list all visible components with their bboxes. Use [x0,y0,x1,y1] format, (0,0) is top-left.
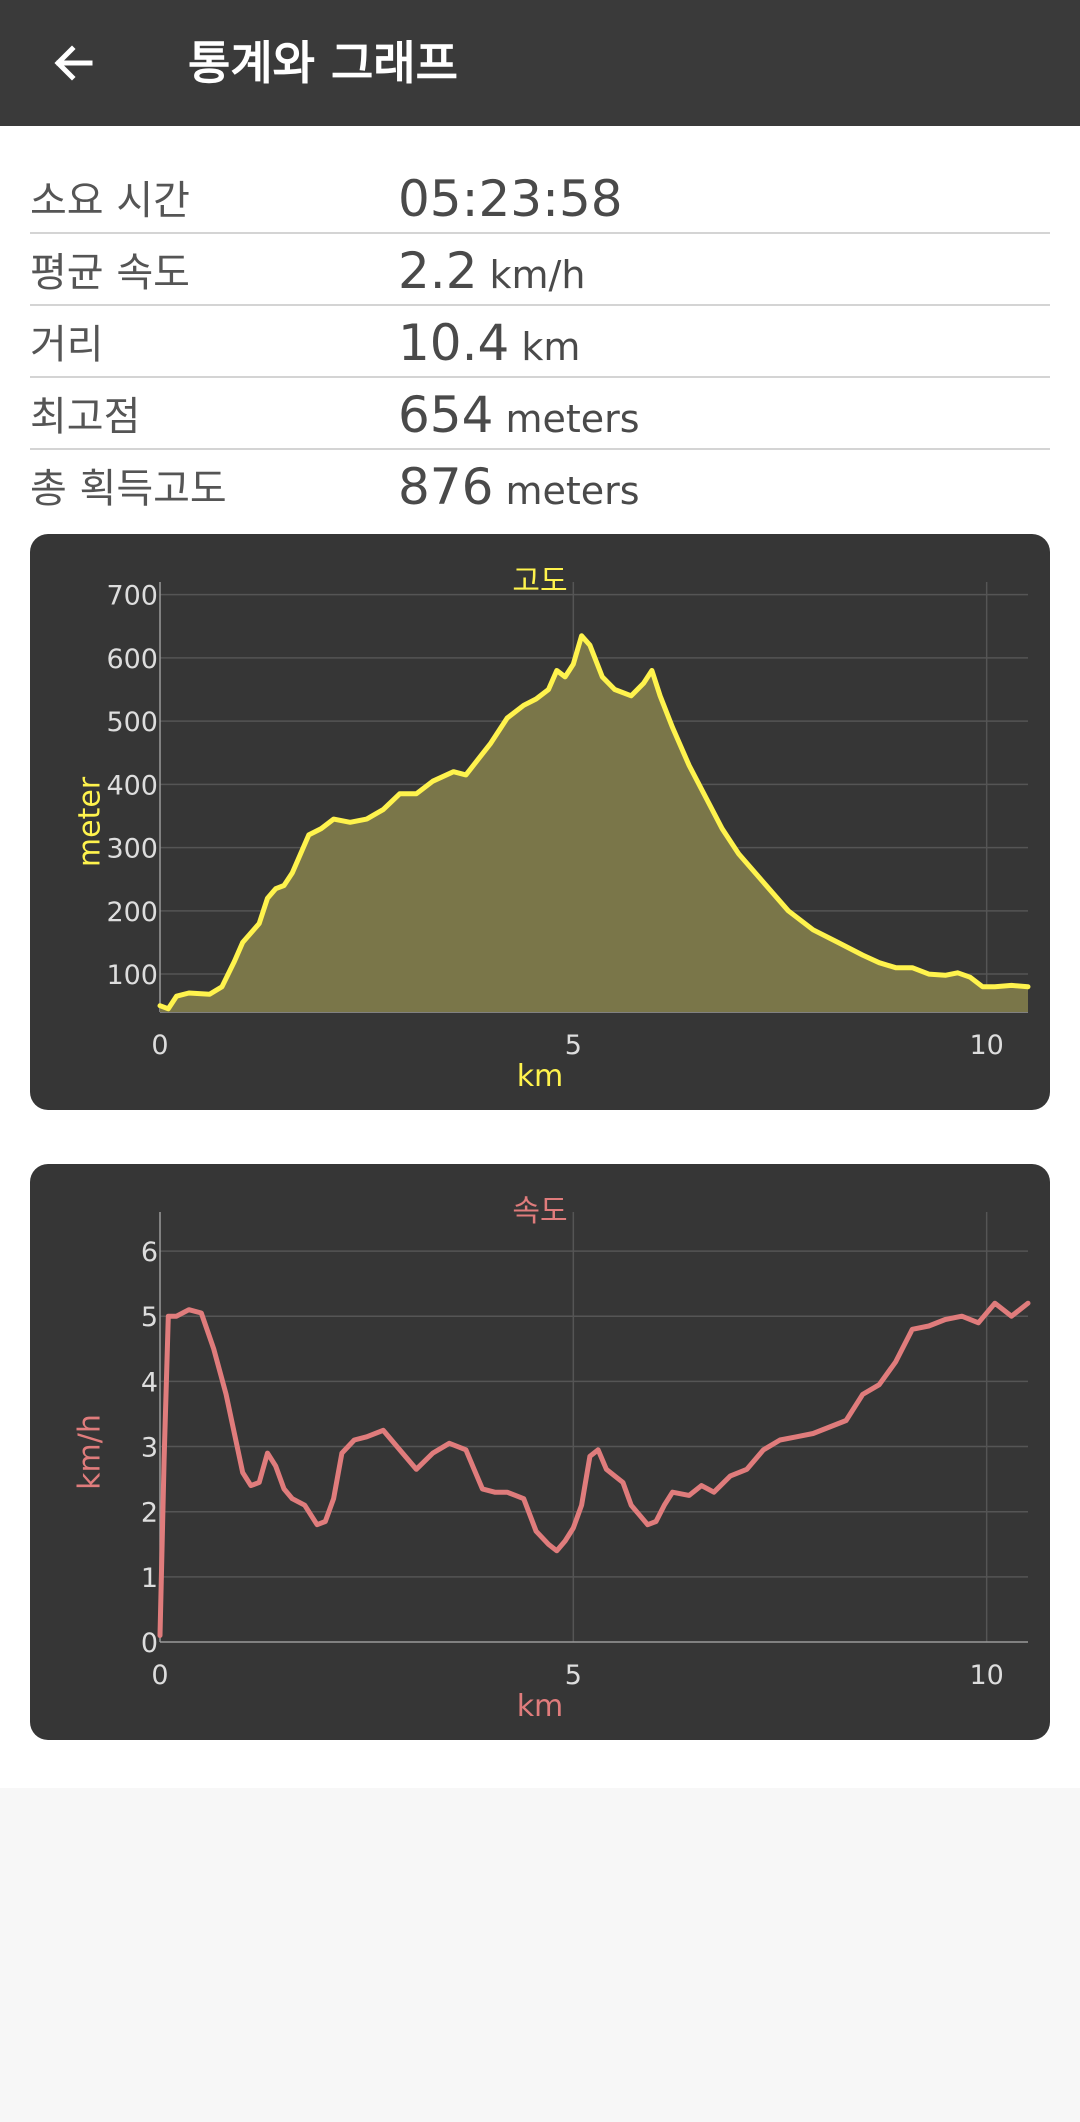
x-tick-label: 0 [151,1030,168,1061]
stat-unit: km [521,325,581,369]
x-tick-label: 10 [969,1030,1003,1061]
stat-label: 거리 [30,322,104,368]
elevation-line [157,633,1031,1012]
arrow-left-icon [54,45,93,81]
stats-content: 소요 시간 05:23:58 평균 속도 2.2 km/h 거리 10.4 km 최… [0,126,1080,1788]
stat-value: 876 meters [398,458,640,516]
stats-table: 소요 시간 05:23:58 평균 속도 2.2 km/h 거리 10.4 km 최… [30,162,1050,520]
stat-label: 평균 속도 [30,250,190,296]
y-tick-label: 0 [141,1628,158,1659]
y-axis-label: km/h [72,1414,108,1490]
page-title: 통계와 그래프 [188,36,458,90]
x-tick-label: 0 [151,1660,168,1691]
y-tick-label: 4 [141,1367,158,1398]
stat-number: 05:23:58 [398,170,623,228]
stat-number: 2.2 [398,242,478,300]
stat-number: 10.4 [398,314,510,372]
x-tick-label: 5 [565,1030,582,1061]
y-tick-label: 700 [106,581,158,612]
stat-label: 최고점 [30,394,141,440]
back-button[interactable] [34,27,114,99]
y-axis-label: meter [72,776,108,868]
chart-title: 고도 [512,564,568,599]
y-tick-label: 2 [141,1498,158,1529]
elevation-chart: 100 200 300 400 500 600 700 0 5 10 고도 km meter [30,534,1050,1110]
speed-line [157,1300,1031,1638]
x-axis-label: km [516,1689,564,1724]
y-tick-label: 200 [106,897,158,928]
y-tick-label: 1 [141,1563,158,1594]
stat-row-highest-point: 최고점 654 meters [30,378,1050,450]
x-tick-label: 5 [565,1660,582,1691]
x-axis-label: km [516,1059,564,1094]
y-tick-label: 300 [106,834,158,865]
stat-unit: meters [505,469,640,513]
y-tick-label: 100 [106,960,158,991]
stat-label: 소요 시간 [30,178,190,224]
stat-value: 654 meters [398,386,640,444]
app-bar: 통계와 그래프 [0,0,1080,126]
stat-value: 05:23:58 [398,170,635,228]
y-tick-label: 6 [141,1237,158,1268]
stat-value: 2.2 km/h [398,242,585,300]
y-tick-label: 500 [106,707,158,738]
chart-title: 속도 [512,1194,568,1229]
stat-unit: meters [505,397,640,441]
speed-chart: 0 1 2 3 4 5 6 0 5 10 속도 km km/h [30,1164,1050,1740]
elevation-area [160,635,1028,1012]
stat-number: 654 [398,386,494,444]
y-tick-label: 400 [106,770,158,801]
stat-row-avg-speed: 평균 속도 2.2 km/h [30,234,1050,306]
stat-row-duration: 소요 시간 05:23:58 [30,162,1050,234]
x-tick-label: 10 [969,1660,1003,1691]
y-tick-label: 3 [141,1433,158,1464]
speed-chart-plot: 0 1 2 3 4 5 6 0 5 10 [141,1212,1031,1691]
stat-value: 10.4 km [398,314,580,372]
stat-number: 876 [398,458,494,516]
y-tick-label: 5 [141,1302,158,1333]
stat-unit: km/h [489,253,586,297]
stat-row-elevation-gain: 총 획득고도 876 meters [30,450,1050,520]
stat-label: 총 획득고도 [30,466,227,512]
y-tick-label: 600 [106,644,158,675]
elevation-chart-plot: 100 200 300 400 500 600 700 0 5 10 [106,581,1031,1061]
stat-row-distance: 거리 10.4 km [30,306,1050,378]
